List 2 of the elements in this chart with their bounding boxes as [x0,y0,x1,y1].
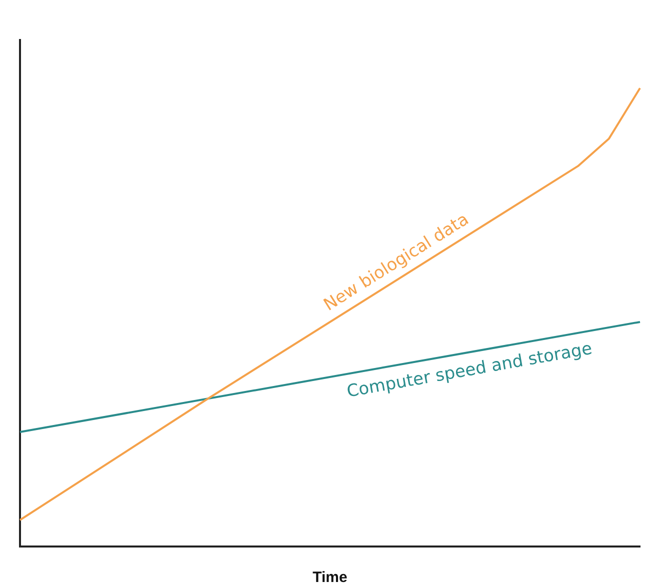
text: Computer speed and storage [345,338,594,402]
x-axis-title: Time [312,569,348,586]
